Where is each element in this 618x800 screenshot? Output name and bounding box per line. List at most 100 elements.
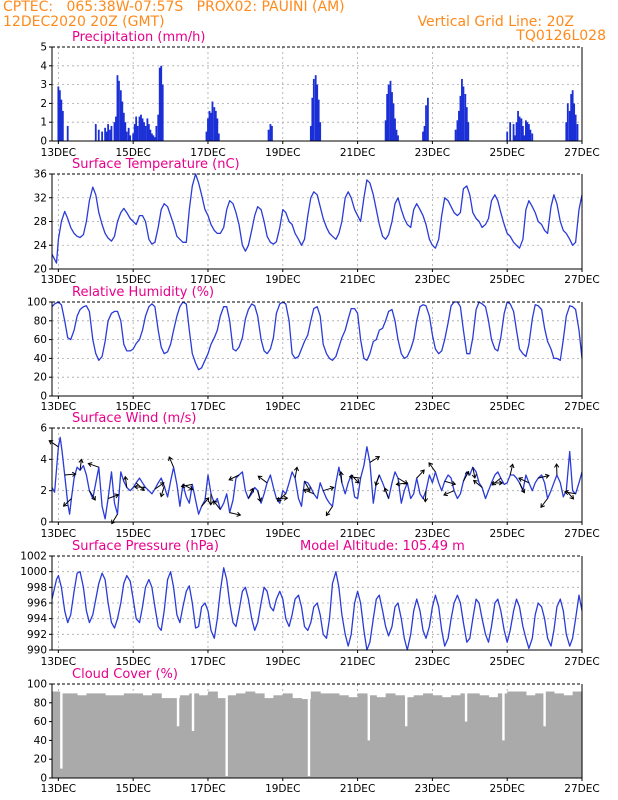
cloud-bar	[310, 691, 321, 778]
cloud-bar	[282, 693, 293, 778]
wind-arrow-head	[464, 470, 470, 476]
cloud-bar	[105, 695, 116, 778]
rh-ytick-label: 20	[34, 372, 47, 384]
cloud-bar	[254, 693, 265, 778]
precip-bar	[386, 94, 389, 141]
wind-panel	[48, 427, 583, 525]
wind-arrow	[277, 493, 287, 502]
rh-panel	[49, 301, 583, 399]
wind-arrow-head	[498, 480, 504, 486]
wind-arrow-head	[249, 487, 255, 493]
precip-bar	[101, 131, 104, 141]
cloud-panel	[49, 683, 583, 781]
wind-arrow	[107, 494, 119, 499]
wind-arrow-head	[91, 495, 96, 501]
cloud-bar	[189, 693, 200, 778]
wind-arrow-head	[204, 497, 210, 502]
cloud-bar	[273, 695, 284, 778]
wind-arrow-head	[71, 471, 77, 477]
wind-ytick-label: 4	[40, 454, 47, 466]
wind-arrow-head	[208, 501, 214, 506]
wind-arrow	[257, 475, 268, 484]
cloud-xtick-label: 25DEC	[489, 783, 524, 795]
header-model-code: TQ0126L028	[516, 28, 606, 44]
precip-bar	[506, 131, 509, 141]
wind-arrow-head	[395, 481, 401, 487]
cloud-ytick-label: 60	[34, 716, 47, 728]
temp-ytick-label: 24	[34, 240, 48, 252]
pres-xtick-label: 21DEC	[340, 656, 375, 668]
precip-bar	[133, 124, 136, 141]
precip-bar	[138, 116, 141, 141]
precip-bar	[529, 129, 532, 141]
cloud-bar	[338, 695, 349, 778]
wind-arrow	[154, 482, 165, 490]
pres-xtick-label: 25DEC	[489, 656, 524, 668]
precip-bar	[132, 133, 135, 141]
cloud-gap	[191, 684, 195, 731]
wind-arrow-head	[472, 479, 478, 485]
precip-bar	[208, 110, 211, 141]
cloud-bar	[52, 691, 62, 778]
wind-arrow	[369, 456, 380, 463]
wind-arrow	[201, 497, 210, 507]
wind-arrow	[462, 471, 470, 482]
precip-bar	[524, 120, 527, 141]
cloud-gap	[464, 684, 468, 722]
cloud-bar	[525, 695, 536, 778]
precip-xtick-label: 17DEC	[190, 147, 225, 159]
wind-arrow-head	[306, 486, 311, 492]
wind-arrow	[303, 489, 315, 495]
wind-arrow-head	[283, 495, 289, 501]
precip-bar	[205, 131, 208, 141]
precip-ytick-label: 3	[40, 79, 47, 91]
precip-bar	[119, 90, 122, 141]
cloud-bar	[179, 695, 190, 778]
cloud-bar	[432, 695, 443, 778]
precip-bar	[60, 99, 63, 141]
cloud-bar	[67, 693, 78, 778]
wind-arrow	[168, 456, 175, 468]
precip-bar	[152, 135, 155, 141]
wind-arrow-head	[420, 469, 425, 475]
temp-xtick-label: 13DEC	[41, 274, 76, 286]
wind-arrow-head	[293, 466, 300, 472]
cloud-frame	[51, 684, 583, 779]
wind-arrow-head	[114, 493, 120, 499]
wind-arrow-head	[348, 474, 354, 480]
precip-bar	[311, 97, 314, 141]
precip-bar	[422, 131, 424, 141]
precip-bar	[207, 118, 209, 141]
precip-bar	[573, 103, 576, 141]
pres-xtick-label: 13DEC	[41, 656, 76, 668]
wind-arrow	[304, 481, 311, 492]
cloud-bar	[469, 693, 480, 778]
pres-ytick-label: 1002	[20, 551, 47, 563]
header-title: CPTEC: 065:38W-07:57S PROX02: PAUINI (AM…	[3, 0, 345, 15]
wind-arrow	[518, 477, 530, 484]
precip-bar	[464, 94, 467, 141]
cloud-bar	[264, 698, 274, 778]
precip-bar	[150, 133, 153, 141]
temp-xtick-label: 17DEC	[190, 274, 225, 286]
precip-bar	[141, 118, 144, 141]
wind-series-line	[51, 436, 583, 520]
rh-xtick-label: 13DEC	[41, 401, 76, 413]
wind-xtick-label: 13DEC	[41, 528, 76, 540]
wind-arrow	[472, 467, 476, 479]
wind-arrow	[538, 474, 550, 479]
precip-ytick-label: 4	[40, 60, 47, 72]
precip-bar	[146, 118, 149, 141]
wind-xtick-label: 25DEC	[489, 528, 524, 540]
cloud-bar	[357, 693, 368, 778]
cloud-bar	[413, 695, 424, 778]
wind-arrow-head	[518, 477, 523, 482]
precip-bar	[454, 129, 457, 141]
wind-arrow-head	[257, 497, 263, 503]
precip-bar	[397, 135, 399, 141]
cloud-ytick-label: 20	[34, 754, 47, 766]
precip-bar	[125, 131, 128, 141]
rh-ytick-label: 60	[34, 334, 47, 346]
cloud-bar	[516, 691, 527, 778]
cloud-gap	[60, 684, 63, 769]
